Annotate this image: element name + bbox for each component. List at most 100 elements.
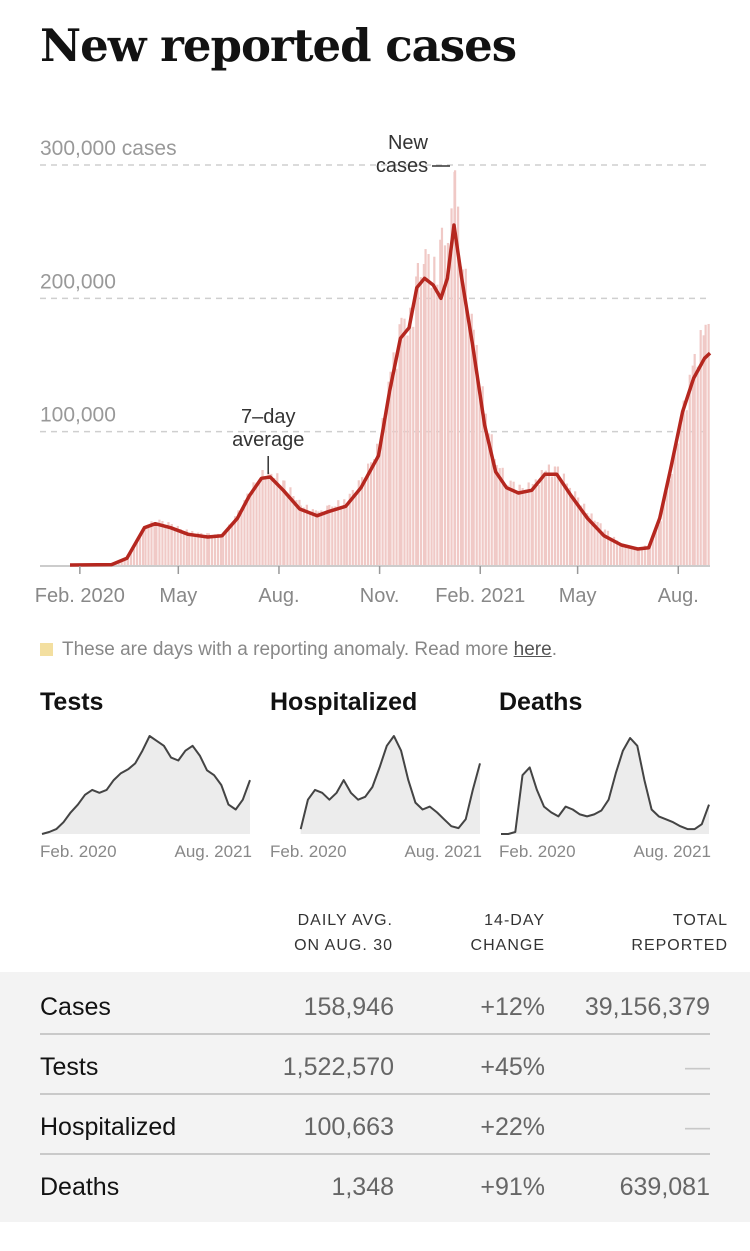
deaths-sparkline: [501, 737, 710, 835]
legend-end: .: [551, 639, 557, 660]
row-total: —: [685, 1053, 710, 1081]
daily-case-bar: [150, 521, 153, 565]
daily-case-bar: [132, 548, 136, 565]
daily-case-bar: [550, 476, 554, 565]
daily-case-bar: [357, 480, 360, 565]
row-14-day-change: +91%: [480, 1173, 545, 1201]
daily-case-bar: [203, 536, 206, 565]
daily-case-bar: [530, 490, 533, 565]
daily-case-bar: [602, 531, 605, 565]
daily-case-bar: [521, 487, 524, 565]
new-cases-annotation-line1: New: [388, 132, 429, 154]
daily-case-bar: [509, 480, 512, 565]
x-tick-label: Aug.: [658, 585, 699, 607]
sparkline-line: [41, 735, 251, 835]
daily-case-bar: [547, 464, 551, 565]
row-daily-avg: 1,522,570: [282, 1053, 394, 1081]
daily-case-bar: [392, 352, 395, 565]
daily-case-bar: [206, 533, 209, 565]
row-label: Hospitalized: [40, 1113, 177, 1141]
daily-case-bar: [398, 324, 401, 565]
daily-case-bar: [544, 470, 548, 565]
daily-case-bar: [276, 473, 279, 565]
daily-case-bar: [487, 433, 490, 565]
daily-case-bar: [685, 410, 688, 565]
daily-case-bar: [562, 473, 566, 565]
daily-case-bar: [289, 487, 292, 565]
daily-case-bar: [472, 329, 475, 565]
seven-day-average-line: [69, 223, 712, 567]
x-tick-label: Aug.: [258, 585, 299, 607]
sparkline-area: [42, 736, 250, 834]
daily-case-bar: [317, 511, 320, 565]
daily-case-bar: [430, 287, 433, 565]
daily-case-bar: [246, 493, 249, 565]
sparkline-line: [501, 737, 710, 835]
daily-case-bar: [512, 481, 515, 565]
daily-case-bar: [141, 531, 145, 565]
daily-case-bar: [654, 528, 657, 565]
daily-case-bar: [370, 462, 373, 565]
daily-case-bar: [416, 263, 420, 565]
tests-sparkline: [41, 735, 251, 835]
daily-case-bar: [524, 489, 527, 565]
daily-case-bar: [286, 492, 289, 565]
new-cases-bars: [73, 170, 710, 565]
daily-case-bar: [422, 264, 426, 565]
x-tick-label: Feb. 2021: [435, 585, 525, 607]
read-more-link[interactable]: here: [513, 639, 552, 660]
daily-case-bar: [120, 560, 123, 565]
daily-case-bar: [627, 545, 630, 565]
daily-case-bar: [565, 483, 569, 565]
header-total-reported: TOTAL REPORTED: [631, 912, 728, 954]
daily-case-bar: [395, 368, 398, 565]
daily-case-bar: [427, 254, 430, 565]
daily-case-bar: [191, 530, 194, 565]
daily-case-bar: [665, 491, 668, 565]
daily-case-bar: [213, 534, 217, 565]
daily-case-bar: [615, 540, 619, 565]
daily-case-bar: [210, 536, 214, 565]
daily-case-bar: [123, 559, 126, 565]
daily-case-bar: [409, 307, 412, 565]
daily-case-bar: [412, 326, 415, 565]
daily-case-bar: [490, 434, 493, 565]
daily-case-bar: [305, 504, 308, 565]
x-tick-label: May: [559, 585, 597, 607]
stats-table: Cases 158,946 +12% 39,156,379 Tests 1,52…: [0, 972, 750, 1222]
daily-case-bar: [403, 318, 406, 565]
daily-case-bar: [574, 491, 577, 565]
daily-case-bar: [515, 492, 518, 565]
daily-case-bar: [454, 170, 457, 565]
daily-case-bar: [504, 484, 507, 565]
daily-case-bar: [467, 320, 470, 565]
anomaly-swatch: [40, 643, 53, 656]
row-daily-avg: 1,348: [331, 1173, 394, 1201]
daily-case-bar: [225, 530, 228, 565]
daily-case-bar: [633, 547, 636, 565]
daily-case-bar: [373, 459, 376, 565]
daily-case-bar: [646, 547, 649, 565]
daily-case-bar: [164, 525, 167, 565]
daily-case-bar: [534, 479, 537, 565]
deaths-chart-title: Deaths: [499, 688, 583, 716]
daily-case-bar: [624, 547, 627, 565]
daily-case-bar: [279, 485, 282, 565]
seven-day-annotation-line1: 7–day: [241, 406, 296, 428]
daily-case-bar: [637, 549, 640, 565]
row-total: 39,156,379: [584, 993, 710, 1021]
deaths-tick-start: Feb. 2020: [499, 842, 576, 861]
tests-tick-end: Aug. 2021: [174, 842, 252, 861]
table-row-cases: Cases 158,946 +12% 39,156,379: [40, 976, 710, 1036]
daily-case-bar: [679, 422, 682, 565]
daily-case-bar: [261, 469, 264, 565]
daily-case-bar: [590, 513, 593, 565]
hospitalized-tick-end: Aug. 2021: [404, 842, 482, 861]
daily-case-bar: [481, 386, 484, 565]
daily-case-bar: [273, 478, 276, 565]
tests-chart-title: Tests: [40, 688, 104, 716]
daily-case-bar: [234, 516, 237, 565]
daily-case-bar: [167, 522, 170, 565]
daily-case-bar: [384, 416, 387, 565]
daily-case-bar: [354, 493, 357, 565]
